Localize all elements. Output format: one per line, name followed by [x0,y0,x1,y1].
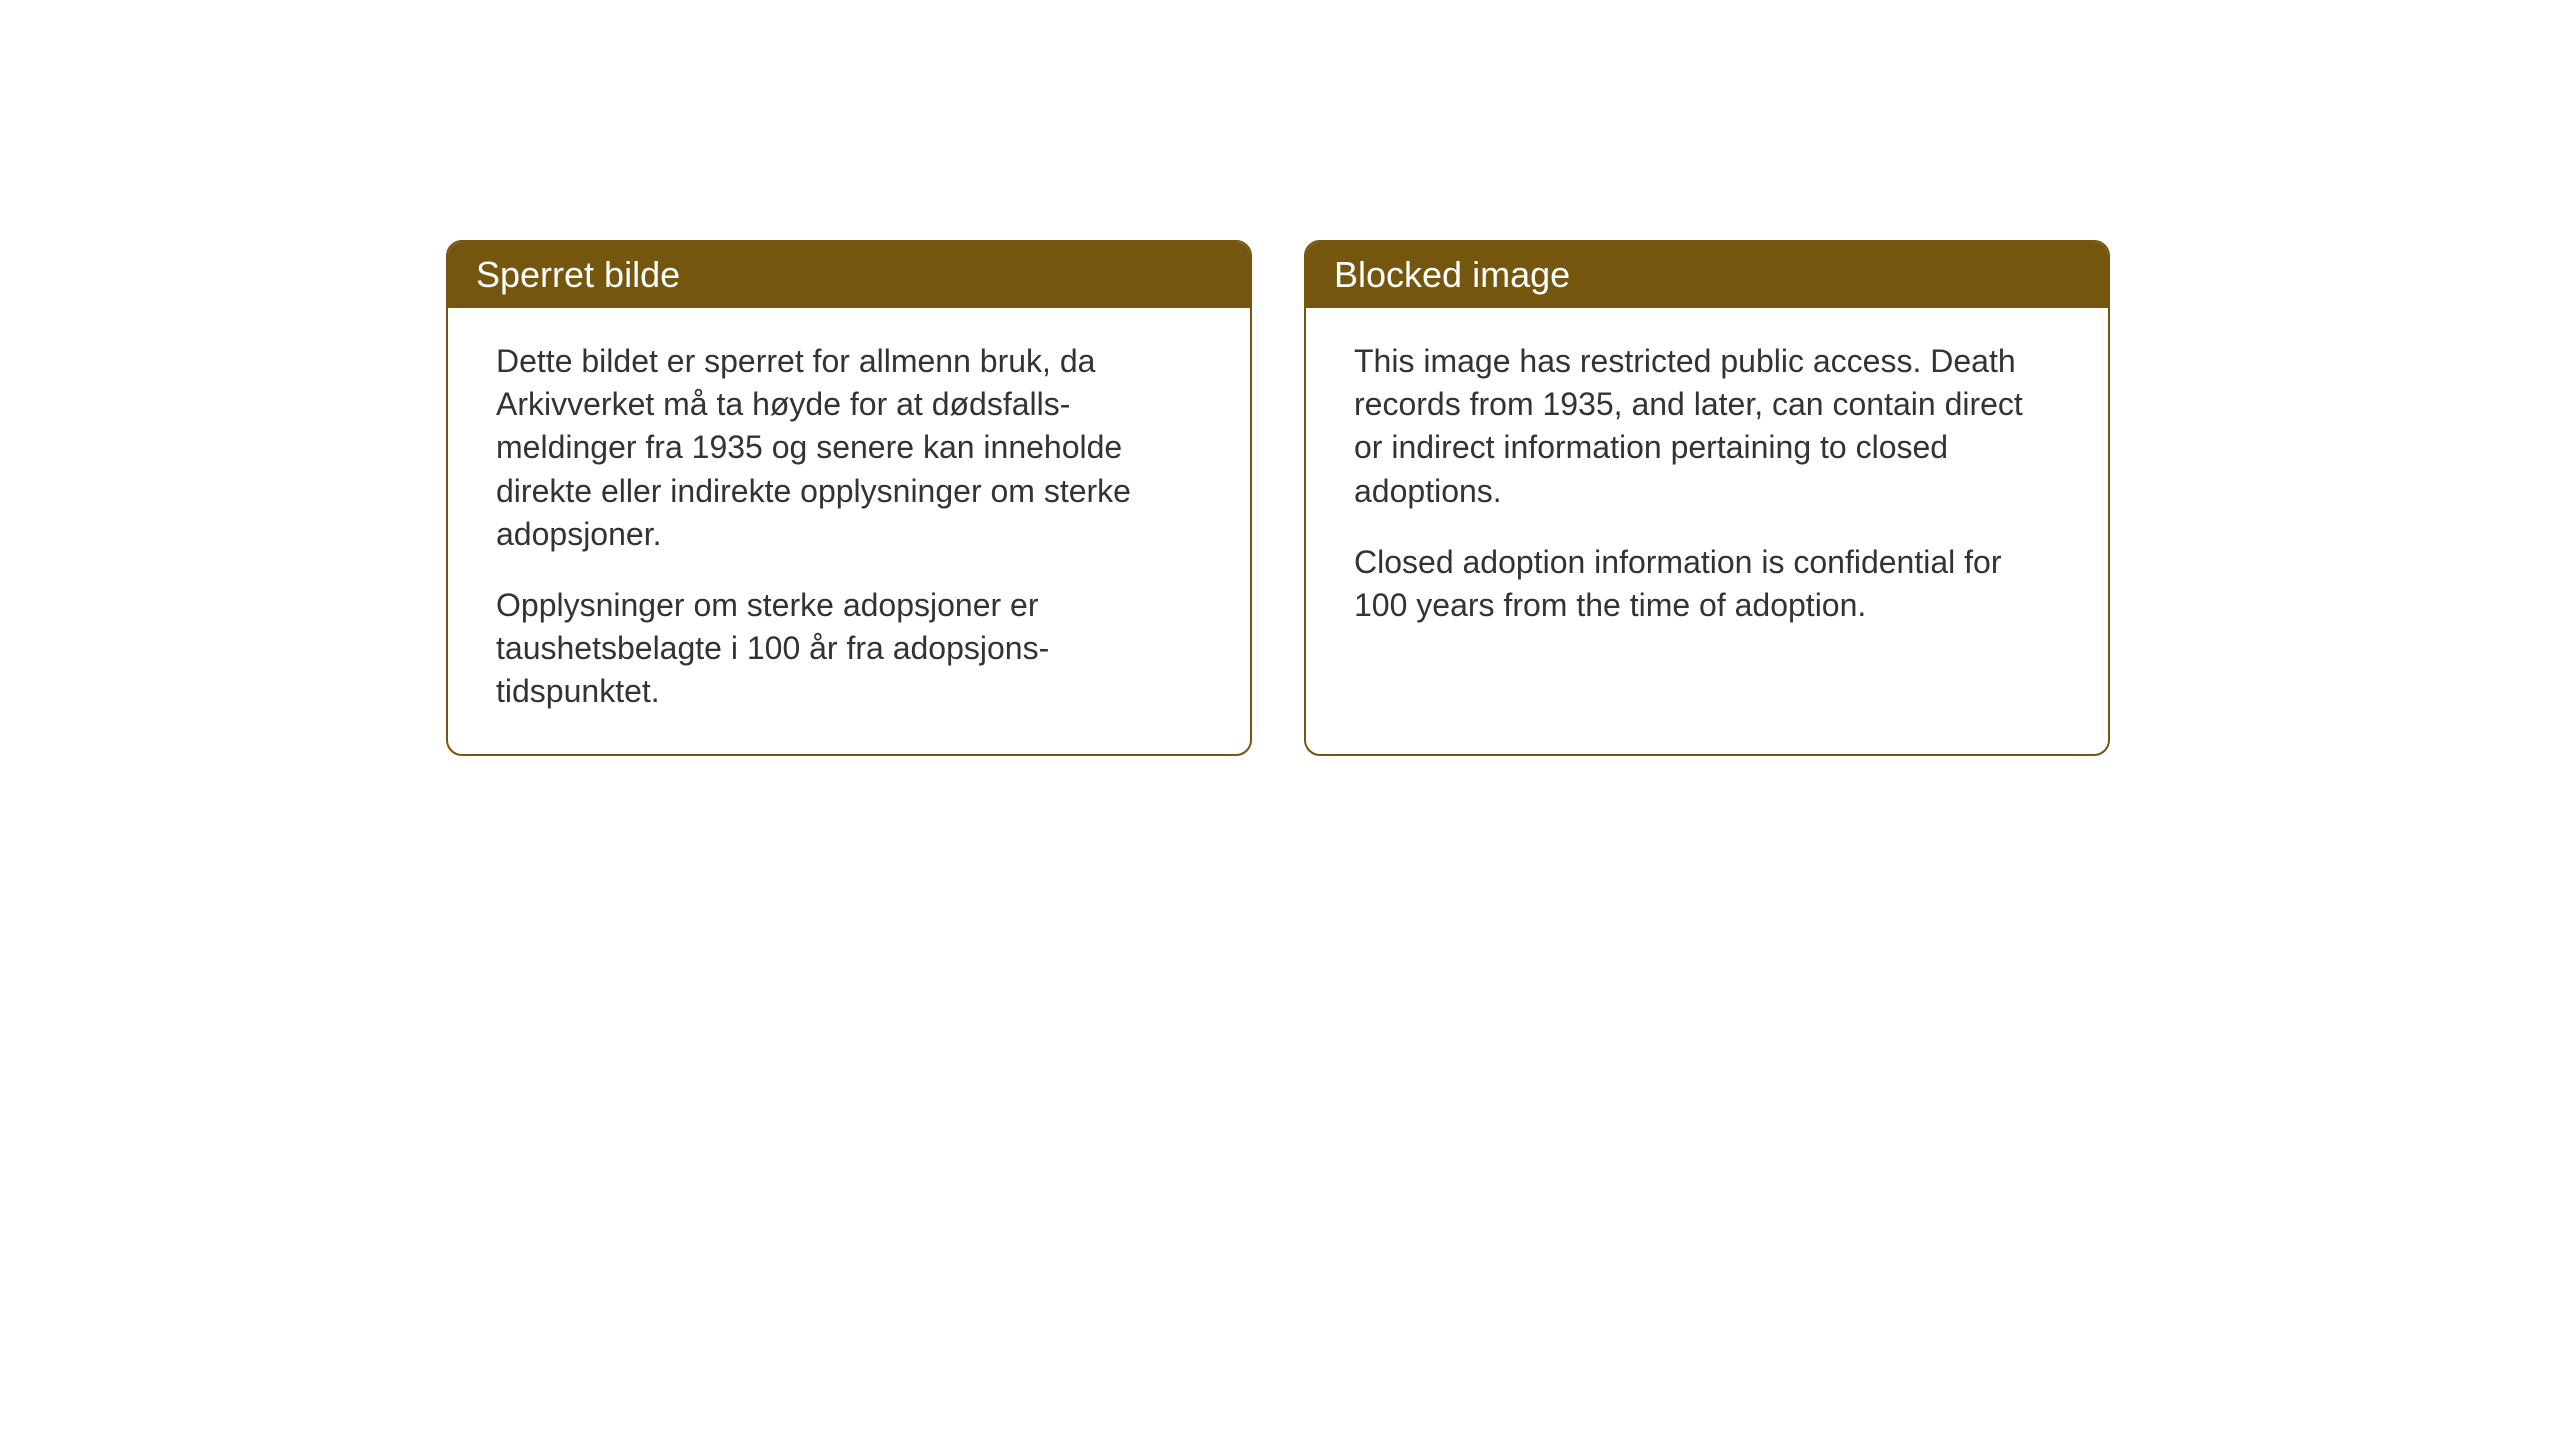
notice-paragraph-english-2: Closed adoption information is confident… [1354,541,2060,627]
notice-header-norwegian: Sperret bilde [448,242,1250,308]
notice-body-norwegian: Dette bildet er sperret for allmenn bruk… [448,308,1250,754]
notice-paragraph-english-1: This image has restricted public access.… [1354,340,2060,513]
notice-title-norwegian: Sperret bilde [476,254,680,295]
notices-container: Sperret bilde Dette bildet er sperret fo… [446,240,2110,756]
notice-header-english: Blocked image [1306,242,2108,308]
notice-body-english: This image has restricted public access.… [1306,308,2108,667]
notice-paragraph-norwegian-1: Dette bildet er sperret for allmenn bruk… [496,340,1202,556]
notice-paragraph-norwegian-2: Opplysninger om sterke adopsjoner er tau… [496,584,1202,714]
notice-title-english: Blocked image [1334,254,1570,295]
notice-box-english: Blocked image This image has restricted … [1304,240,2110,756]
notice-box-norwegian: Sperret bilde Dette bildet er sperret fo… [446,240,1252,756]
